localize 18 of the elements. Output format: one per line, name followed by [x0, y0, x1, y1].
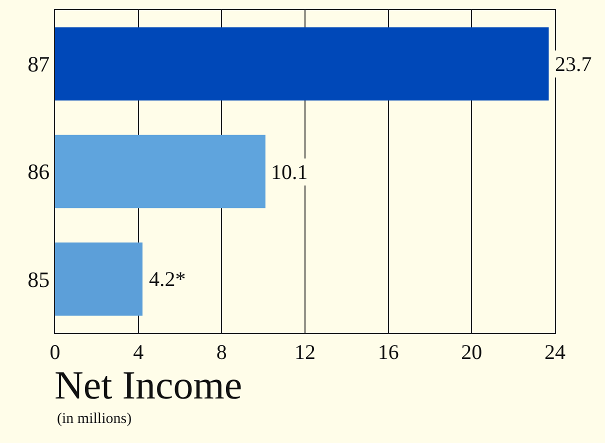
x-tick-label: 24	[544, 340, 566, 364]
y-tick-label: 87	[28, 52, 50, 77]
y-tick-label: 85	[28, 266, 50, 292]
x-tick-label: 12	[294, 340, 316, 364]
x-tick-label: 0	[50, 340, 60, 364]
bar	[55, 242, 142, 316]
x-tick-label: 4	[133, 340, 144, 364]
data-label: 10.1	[271, 160, 308, 184]
bar	[55, 134, 266, 208]
x-tick-label: 20	[461, 340, 482, 364]
data-label: 4.2*	[149, 267, 186, 291]
x-tick-label: 8	[216, 340, 227, 364]
data-label: 23.7	[555, 52, 592, 76]
x-tick-label: 16	[378, 340, 399, 364]
bar	[55, 27, 549, 100]
text: Net Income	[54, 362, 242, 408]
text: (in millions)	[57, 411, 132, 427]
y-tick-label: 86	[28, 159, 50, 184]
